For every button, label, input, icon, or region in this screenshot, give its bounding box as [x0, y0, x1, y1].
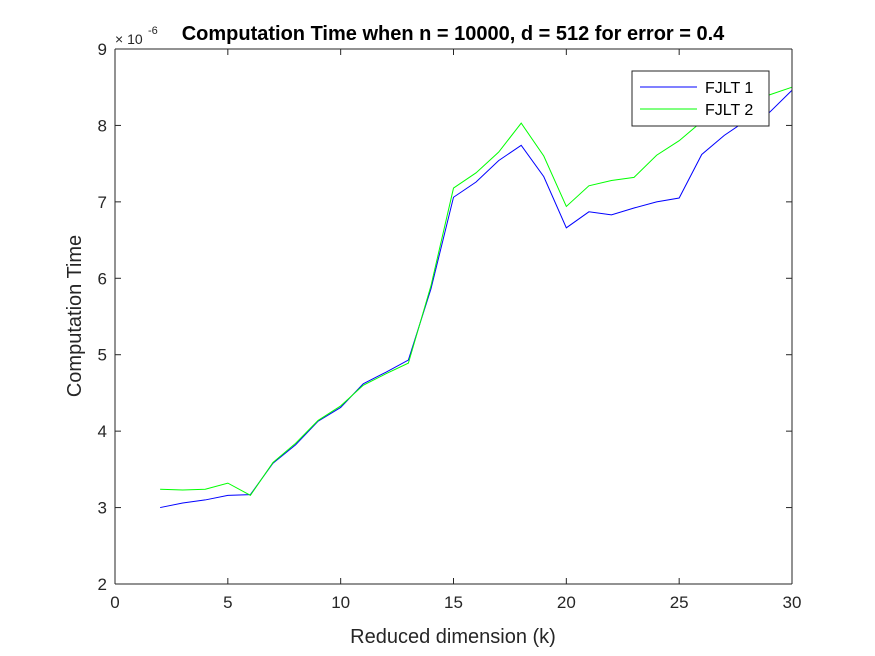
chart-title: Computation Time when n = 10000, d = 512… — [182, 23, 725, 45]
x-tick-label: 20 — [557, 593, 576, 612]
x-tick-label: 15 — [444, 593, 463, 612]
y-exponent-power: -6 — [148, 25, 158, 37]
x-axis-label: Reduced dimension (k) — [350, 626, 556, 648]
y-tick-label: 8 — [98, 116, 107, 135]
x-tick-label: 0 — [110, 593, 119, 612]
y-tick-label: 9 — [98, 40, 107, 59]
series-line-fjlt-2 — [160, 86, 793, 496]
plot-area — [115, 49, 792, 584]
series-layer — [160, 86, 793, 509]
legend: FJLT 1 FJLT 2 — [631, 70, 770, 127]
x-tick-label: 10 — [331, 593, 350, 612]
y-tick-label: 7 — [98, 193, 107, 212]
x-tick-label: 25 — [670, 593, 689, 612]
y-tick-label: 2 — [98, 575, 107, 594]
legend-box — [631, 70, 770, 127]
y-tick-label: 6 — [98, 269, 107, 288]
legend-label-fjlt-1: FJLT 1 — [705, 80, 753, 97]
y-exponent-base: × 10 — [115, 31, 143, 47]
y-tick-label: 5 — [98, 346, 107, 365]
legend-label-fjlt-2: FJLT 2 — [705, 102, 753, 119]
x-tick-label: 30 — [783, 593, 802, 612]
y-exponent: × 10 -6 — [115, 25, 158, 47]
axes-layer: 0 5 10 15 20 25 30 2 3 4 5 6 7 8 9 — [98, 40, 802, 612]
y-tick-label: 4 — [98, 422, 107, 441]
y-tick-label: 3 — [98, 499, 107, 518]
x-tick-label: 5 — [223, 593, 232, 612]
y-axis-label: Computation Time — [64, 235, 86, 397]
